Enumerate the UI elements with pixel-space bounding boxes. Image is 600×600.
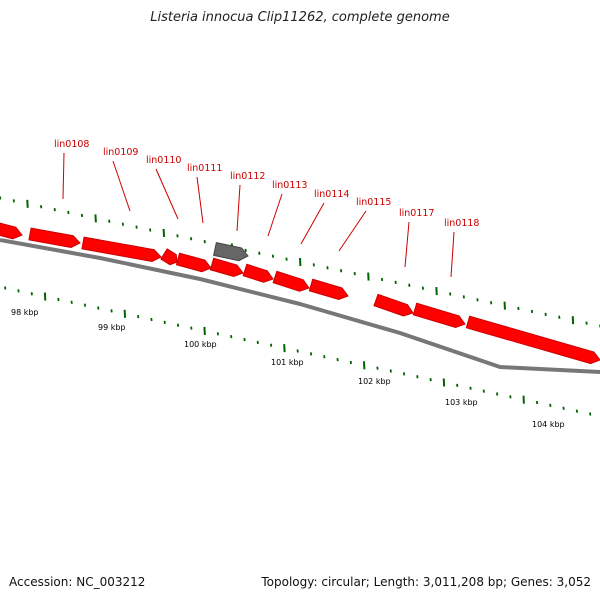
- gene-label: lin0111: [187, 163, 222, 174]
- gene-label-leader: [450, 231, 455, 278]
- gene-arrow: [412, 302, 466, 328]
- accession-text: Accession: NC_003212: [9, 575, 146, 589]
- gene-label-leader: [155, 168, 179, 220]
- gene-arrow: [308, 278, 349, 300]
- genome-backbone: [0, 238, 600, 374]
- gene-label: lin0108: [54, 139, 89, 150]
- gene-label: lin0115: [356, 197, 391, 208]
- gene-label-leader: [300, 202, 325, 245]
- gene-arrow: [209, 257, 244, 278]
- scale-label: 99 kbp: [98, 323, 126, 332]
- gene-label: lin0109: [103, 147, 138, 158]
- scale-label: 104 kbp: [532, 420, 565, 429]
- map-title: Listeria innocua Clip11262, complete gen…: [150, 10, 450, 25]
- gene-arrow: [373, 293, 414, 317]
- scale-label: 101 kbp: [271, 358, 304, 367]
- gene-label-leader: [196, 176, 204, 224]
- gene-label-leader: [338, 210, 367, 252]
- scale-label: 102 kbp: [358, 377, 391, 386]
- gene-label: lin0117: [399, 208, 434, 219]
- gene-arrow: [242, 263, 274, 283]
- gene-label-leader: [267, 193, 283, 237]
- gene-arrow: [465, 315, 600, 365]
- scale-label: 100 kbp: [184, 340, 217, 349]
- gene-label-leader: [62, 152, 65, 200]
- pseudogene-box: [213, 242, 249, 262]
- gene-arrow: [0, 221, 23, 240]
- scale-label: 103 kbp: [445, 398, 478, 407]
- gene-arrow: [272, 270, 310, 292]
- scale-label: 98 kbp: [11, 308, 39, 317]
- genome-summary-text: Topology: circular; Length: 3,011,208 bp…: [261, 575, 591, 589]
- gene-arrow: [160, 248, 178, 266]
- gene-label: lin0112: [230, 171, 265, 182]
- gene-label: lin0114: [314, 189, 349, 200]
- gene-arrow: [28, 227, 81, 249]
- gene-label: lin0118: [444, 218, 479, 229]
- gene-label: lin0113: [272, 180, 307, 191]
- gene-label-leader: [404, 221, 410, 268]
- gene-label-leader: [112, 160, 131, 212]
- gene-label-leader: [236, 184, 241, 232]
- gene-arrow: [175, 252, 212, 273]
- gene-label: lin0110: [146, 155, 181, 166]
- gene-arrow: [81, 236, 162, 263]
